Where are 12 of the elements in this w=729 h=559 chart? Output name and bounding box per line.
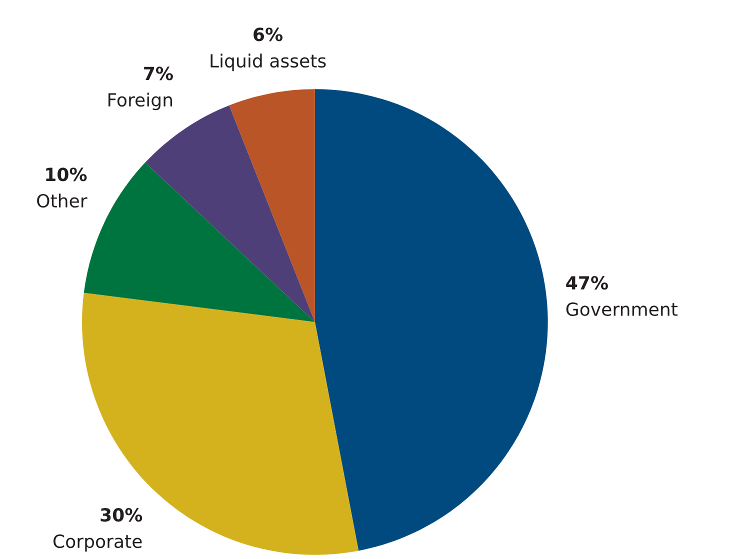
data-label: 10% xyxy=(46,168,87,182)
data-label: 6% xyxy=(254,28,283,42)
data-label: 7% xyxy=(144,66,173,80)
slice-label: Foreign xyxy=(108,92,172,110)
slice-label: Corporate xyxy=(53,534,142,552)
slice-label: Liquid assets xyxy=(210,54,326,72)
slice-label: Government xyxy=(566,302,678,316)
data-label: 47% xyxy=(566,276,608,290)
slice-label: Other xyxy=(37,194,88,208)
pie-slice xyxy=(314,89,548,551)
pie-slice xyxy=(229,89,315,322)
data-label: 30% xyxy=(100,508,142,522)
